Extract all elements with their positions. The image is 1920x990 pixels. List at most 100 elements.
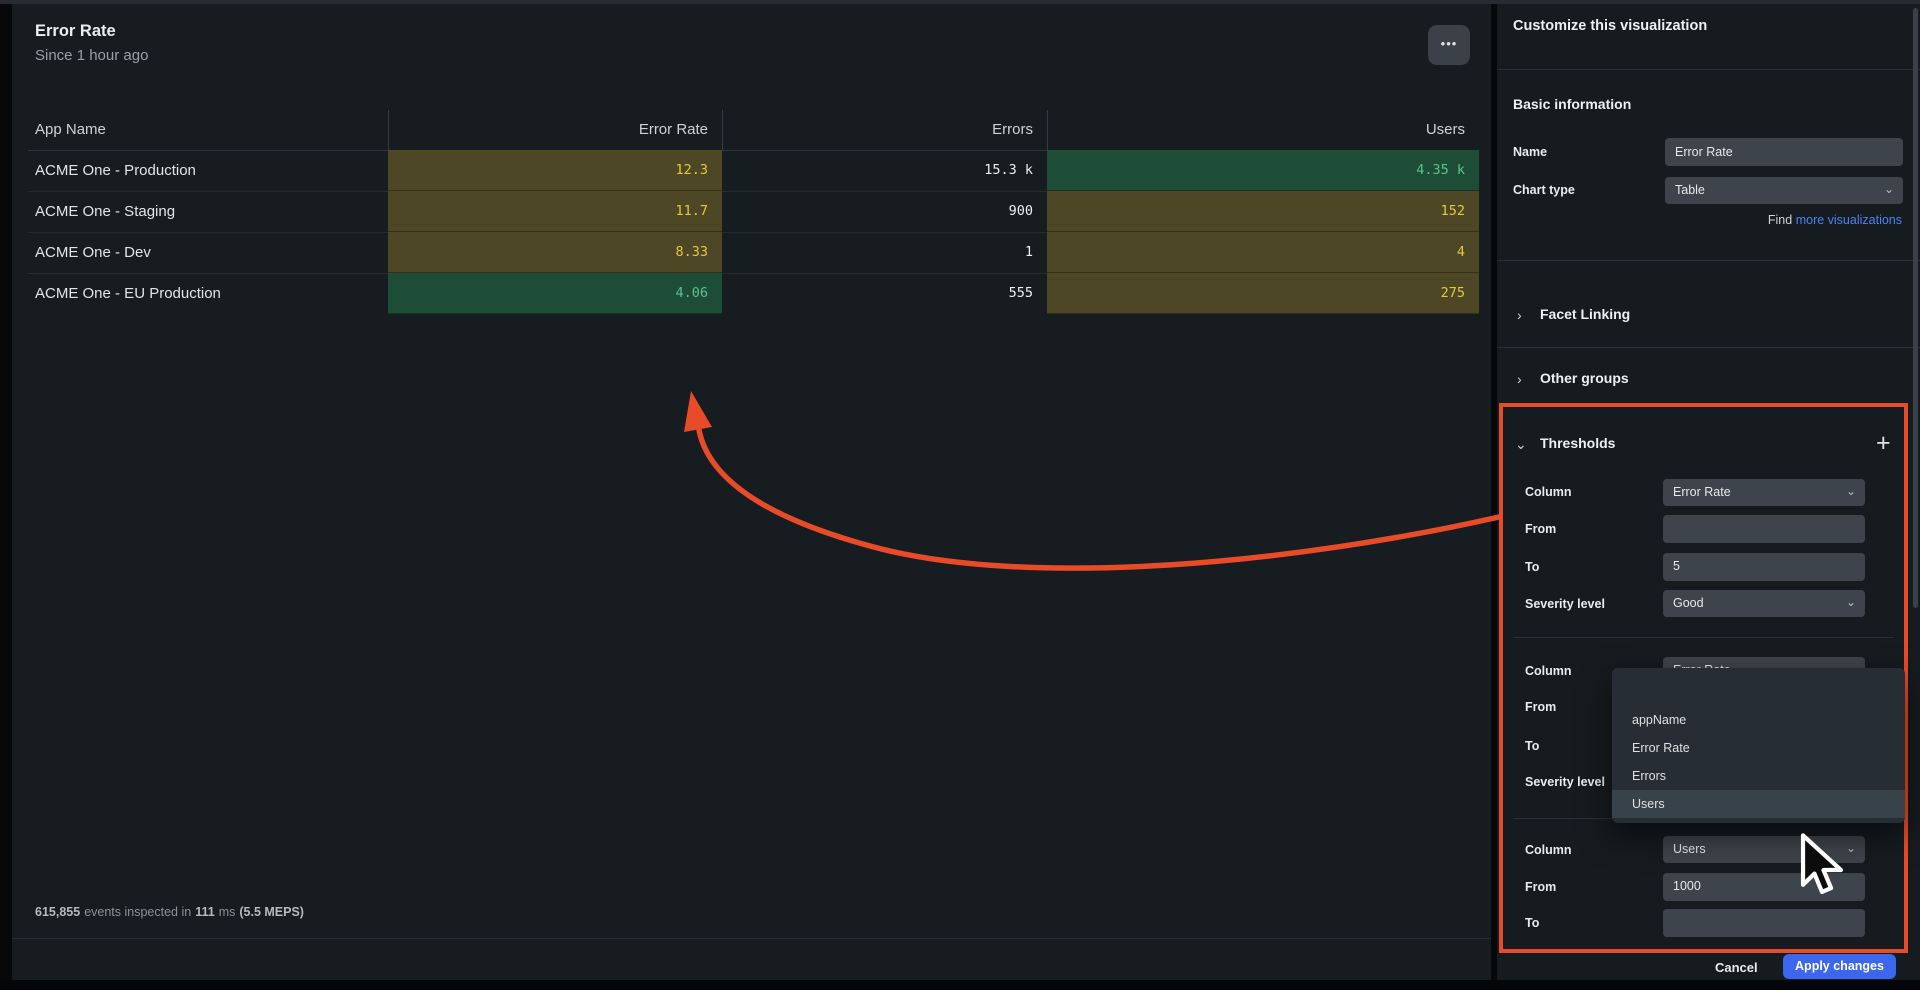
chevron-down-icon: ⌄	[1883, 182, 1894, 196]
table-row[interactable]: ACME One - Dev 8.33 1 4	[12, 232, 1479, 273]
chevron-down-icon: ⌄	[1515, 436, 1527, 452]
cell-app-name: ACME One - Dev	[35, 244, 151, 261]
query-stats: 615,855 events inspected in 111 ms (5.5 …	[35, 905, 304, 919]
divider	[28, 232, 1467, 233]
to-label: To	[1525, 739, 1540, 753]
severity-level-label: Severity level	[1525, 775, 1605, 789]
chart-options-button[interactable]: •••	[1428, 25, 1470, 65]
cell-errors: 1	[1024, 244, 1033, 260]
column-label: Column	[1525, 664, 1572, 678]
cell-users: 4.35 k	[1047, 150, 1479, 191]
threshold-column-value: Users	[1673, 842, 1706, 856]
threshold-severity-select[interactable]: Good ⌄	[1663, 590, 1865, 617]
window-bottom-edge	[0, 980, 1920, 990]
facet-linking-section[interactable]: Facet Linking	[1540, 306, 1631, 322]
name-input-value: Error Rate	[1675, 145, 1733, 159]
basic-information-heading: Basic information	[1513, 96, 1632, 112]
table-row[interactable]: ACME One - Production 12.3 15.3 k 4.35 k	[12, 150, 1479, 191]
header-divider	[1047, 110, 1048, 150]
chart-type-value: Table	[1675, 183, 1705, 197]
threshold-column-value: Error Rate	[1673, 485, 1731, 499]
to-label: To	[1525, 916, 1540, 930]
column-header-users[interactable]: Users	[1425, 121, 1465, 138]
scrollbar-thumb[interactable]	[1913, 8, 1918, 608]
column-label: Column	[1525, 843, 1572, 857]
header-divider	[722, 110, 723, 150]
threshold-column-select[interactable]: Error Rate ⌄	[1663, 479, 1865, 506]
table-row[interactable]: ACME One - EU Production 4.06 555 275	[12, 273, 1479, 314]
from-label: From	[1525, 880, 1557, 894]
name-label: Name	[1513, 145, 1548, 159]
stats-text: ms	[218, 905, 236, 919]
column-dropdown-menu: appName Error Rate Errors Users	[1612, 668, 1905, 823]
cell-error-rate: 11.7	[388, 191, 722, 232]
chart-type-select[interactable]: Table ⌄	[1665, 177, 1903, 204]
cell-errors: 555	[1008, 285, 1033, 301]
cell-users: 275	[1047, 273, 1479, 314]
severity-level-label: Severity level	[1525, 597, 1605, 611]
divider	[28, 191, 1467, 192]
chevron-right-icon: ›	[1517, 371, 1522, 387]
ellipsis-icon: •••	[1440, 36, 1458, 51]
divider	[12, 938, 1491, 939]
dropdown-option-users[interactable]: Users	[1612, 790, 1905, 818]
cell-error-rate: 8.33	[388, 232, 722, 273]
threshold-to-input[interactable]: 5	[1663, 553, 1865, 581]
cell-error-rate: 12.3	[388, 150, 722, 191]
dropdown-option-errors[interactable]: Errors	[1632, 769, 1667, 783]
window-top-edge	[0, 0, 1920, 4]
column-header-error-rate[interactable]: Error Rate	[638, 121, 708, 138]
divider	[1497, 347, 1920, 348]
cell-app-name: ACME One - Staging	[35, 203, 176, 220]
threshold-from-input[interactable]	[1663, 515, 1865, 543]
stats-text: events inspected in	[84, 905, 192, 919]
column-header-errors[interactable]: Errors	[992, 121, 1033, 138]
column-header-app-name[interactable]: App Name	[35, 121, 106, 138]
threshold-to-value: 5	[1673, 559, 1680, 573]
table-header-row: App Name Error Rate Errors Users	[12, 110, 1467, 150]
visualization-time-range: Since 1 hour ago	[35, 47, 149, 64]
cell-app-name: ACME One - Production	[35, 162, 196, 179]
cell-error-rate: 4.06	[388, 273, 722, 314]
cancel-button[interactable]: Cancel	[1715, 960, 1758, 975]
thresholds-section[interactable]: Thresholds	[1540, 435, 1616, 451]
threshold-to-input[interactable]	[1663, 909, 1865, 937]
column-label: Column	[1525, 485, 1572, 499]
find-text: Find	[1767, 213, 1793, 227]
chevron-down-icon: ⌄	[1845, 595, 1856, 609]
divider	[28, 150, 1467, 151]
header-divider	[388, 110, 389, 150]
duration-ms: 111	[195, 905, 215, 919]
name-input[interactable]: Error Rate	[1665, 138, 1903, 166]
find-visualizations-line: Find more visualizations	[1497, 213, 1902, 227]
cell-errors: 900	[1008, 203, 1033, 219]
cell-users: 4	[1047, 232, 1479, 273]
threshold-from-input[interactable]: 1000	[1663, 873, 1865, 901]
chevron-down-icon: ⌄	[1845, 484, 1856, 498]
cell-errors: 15.3 k	[984, 162, 1033, 178]
visualization-title: Error Rate	[35, 22, 116, 40]
more-visualizations-link[interactable]: more visualizations	[1795, 213, 1902, 227]
threshold-from-value: 1000	[1673, 879, 1701, 893]
from-label: From	[1525, 700, 1557, 714]
apply-changes-button[interactable]: Apply changes	[1783, 954, 1896, 979]
meps: (5.5 MEPS)	[239, 905, 304, 919]
from-label: From	[1525, 522, 1557, 536]
events-count: 615,855	[35, 905, 81, 919]
threshold-severity-value: Good	[1673, 596, 1704, 610]
cell-app-name: ACME One - EU Production	[35, 285, 221, 302]
divider	[1497, 69, 1920, 70]
threshold-column-select[interactable]: Users ⌄	[1663, 836, 1865, 863]
customize-panel-title: Customize this visualization	[1513, 18, 1708, 34]
dropdown-option-error-rate[interactable]: Error Rate	[1632, 741, 1690, 755]
other-groups-section[interactable]: Other groups	[1540, 370, 1629, 386]
add-threshold-button[interactable]: +	[1876, 429, 1891, 457]
divider	[1497, 260, 1920, 261]
table-row[interactable]: ACME One - Staging 11.7 900 152	[12, 191, 1479, 232]
chevron-right-icon: ›	[1517, 307, 1522, 323]
chart-type-label: Chart type	[1513, 183, 1575, 197]
cell-users: 152	[1047, 191, 1479, 232]
dropdown-option-appname[interactable]: appName	[1632, 713, 1687, 727]
to-label: To	[1525, 560, 1540, 574]
divider	[1513, 637, 1893, 638]
